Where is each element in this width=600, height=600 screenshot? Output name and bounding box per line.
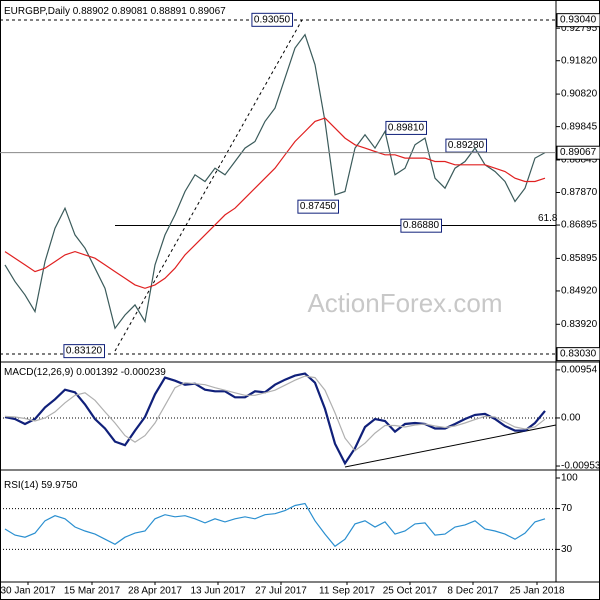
- y-tick-label: 0.91820: [561, 55, 598, 66]
- price-box: [556, 145, 600, 160]
- y-tick-label: 0.83920: [561, 319, 598, 330]
- price-label: 0.89067: [560, 147, 597, 158]
- y-tick-label: 100: [561, 473, 578, 484]
- y-tick-label: 0.00954: [561, 365, 598, 376]
- watermark: ActionForex.com: [307, 288, 502, 318]
- y-tick-label: 30: [561, 544, 573, 555]
- annotation-box: [251, 12, 294, 27]
- level-label: 0.83030: [560, 349, 597, 360]
- x-tick-label: 30 Jan 2017: [0, 586, 55, 597]
- x-tick-label: 25 Oct 2017: [383, 586, 438, 597]
- y-tick-label: 0.00: [561, 413, 581, 424]
- annotation-text: 0.83120: [66, 346, 103, 357]
- level-box: [556, 347, 600, 362]
- annotation-box: [63, 344, 106, 359]
- y-tick-label: 0.86895: [561, 220, 598, 231]
- header-part: 0.89081: [112, 6, 149, 17]
- panel-header: MACD(12,26,9) 0.001392 -0.000239: [4, 367, 166, 378]
- header-part: 0.88891: [151, 6, 188, 17]
- header-part: MACD(12,26,9): [4, 367, 73, 378]
- y-tick-label: 0.85895: [561, 253, 598, 264]
- fib-label: 61.8: [538, 213, 558, 224]
- level-box: [556, 13, 600, 28]
- series-line: [4, 372, 546, 466]
- x-tick-label: 11 Sep 2017: [319, 586, 375, 597]
- series-line: [4, 117, 546, 289]
- y-tick-label: 0.90820: [561, 89, 598, 100]
- x-tick-label: 27 Jul 2017: [255, 586, 307, 597]
- x-tick-label: 8 Dec 2017: [447, 586, 499, 597]
- series-line: [4, 502, 546, 548]
- header-part: 0.001392: [76, 367, 118, 378]
- y-tick-label: 0.89845: [561, 121, 598, 132]
- panel-header: RSI(14) 59.9750: [4, 480, 78, 491]
- panel-header: EURGBP,Daily 0.88902 0.89081 0.88891 0.8…: [4, 6, 226, 17]
- header-part: 0.89067: [190, 6, 227, 17]
- x-tick-label: 25 Jan 2018: [509, 586, 564, 597]
- annotation-text: 0.87450: [300, 201, 337, 212]
- annotation-box: [385, 120, 428, 135]
- header-part: 0.88902: [73, 6, 110, 17]
- annotation-text: 0.93050: [254, 14, 291, 25]
- x-tick-label: 28 Apr 2017: [128, 586, 182, 597]
- series-line: [4, 375, 546, 452]
- level-label: 0.93040: [560, 15, 597, 26]
- header-part: RSI(14): [4, 480, 38, 491]
- header-part: -0.000239: [121, 367, 166, 378]
- y-tick-label: -0.009538: [561, 461, 600, 472]
- y-tick-label: 0.87870: [561, 187, 598, 198]
- y-tick-label: 0.84920: [561, 286, 598, 297]
- x-tick-label: 13 Jun 2017: [190, 586, 245, 597]
- x-tick-label: 15 Mar 2017: [64, 586, 121, 597]
- series-line: [4, 33, 546, 330]
- y-tick-label: 70: [561, 503, 573, 514]
- y-tick-label: 0.92795: [561, 23, 598, 34]
- header-part: EURGBP,Daily: [4, 6, 70, 17]
- y-tick-label: 0.88845: [561, 155, 598, 166]
- annotation-text: 0.89810: [388, 122, 425, 133]
- annotation-box: [297, 199, 340, 214]
- macd-trend-line: [344, 424, 557, 468]
- annotation-text: 0.86880: [403, 220, 440, 231]
- header-part: 59.9750: [41, 480, 78, 491]
- annotation-box: [400, 218, 443, 233]
- annotation-text: 0.89280: [448, 140, 485, 151]
